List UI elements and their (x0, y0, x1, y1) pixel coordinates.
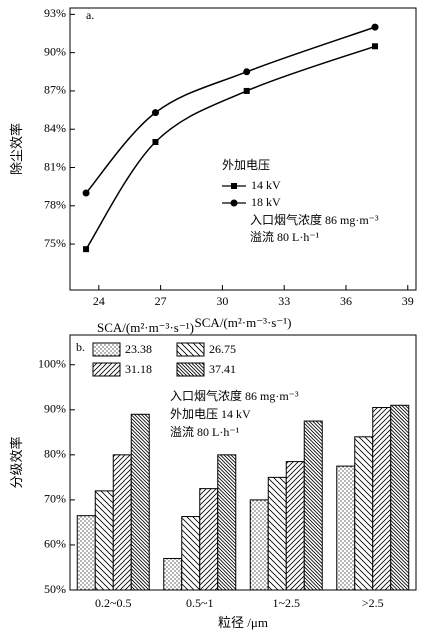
y-tick-label: 81% (44, 159, 66, 173)
plot-frame (69, 334, 417, 591)
x-tick-label: >2.5 (362, 596, 384, 610)
annotation: 入口烟气浓度 86 mg·m⁻³ (170, 388, 299, 403)
marker (230, 199, 238, 207)
y-axis-label: 除尘效率 (9, 123, 24, 175)
marker (231, 183, 237, 189)
bar (163, 557, 183, 591)
y-tick-label: 87% (44, 83, 66, 97)
marker (151, 109, 159, 117)
bar (267, 476, 287, 591)
y-axis-label: 分级效率 (9, 436, 24, 488)
legend-label: 31.18 (125, 362, 152, 376)
legend-label: 18 kV (251, 195, 281, 209)
y-tick-label: 70% (44, 492, 66, 506)
annotation: 溢流 80 L·h⁻¹ (170, 425, 240, 439)
x-tick-label: 30 (216, 294, 228, 308)
bar (390, 404, 410, 591)
series-line (85, 26, 376, 194)
bar (249, 499, 269, 591)
bar (217, 454, 237, 591)
y-tick-label: 90% (44, 44, 66, 58)
x-tick-label: 33 (278, 294, 290, 308)
annotation: 溢流 80 L·h⁻¹ (250, 230, 320, 244)
annotation: 入口烟气浓度 86 mg·m⁻³ (250, 212, 379, 227)
legend-label: 23.38 (125, 342, 152, 356)
marker (83, 246, 90, 253)
legend-swatch (92, 362, 121, 377)
bar (130, 413, 150, 591)
y-tick-label: 100% (38, 356, 66, 370)
bar (181, 516, 201, 591)
x-tick-label: 1~2.5 (273, 596, 301, 610)
bar (336, 465, 356, 591)
series-line (85, 45, 376, 250)
bar (199, 488, 219, 591)
marker (152, 138, 159, 145)
y-tick-label: 75% (44, 236, 66, 250)
bar (285, 461, 305, 591)
marker (243, 68, 251, 76)
legend-title: SCA/(m²·m⁻³·s⁻¹) (97, 320, 194, 335)
y-tick-label: 78% (44, 198, 66, 212)
legend-swatch (176, 342, 205, 357)
bar (303, 420, 323, 591)
x-tick-label: 24 (93, 294, 105, 308)
y-tick-label: 60% (44, 537, 66, 551)
x-axis-label: 粒径 /μm (218, 615, 268, 630)
y-tick-label: 50% (44, 582, 66, 596)
x-tick-label: 39 (402, 294, 414, 308)
legend-label: 26.75 (209, 342, 236, 356)
legend-swatch (92, 342, 121, 357)
y-tick-label: 90% (44, 402, 66, 416)
legend-label: 37.41 (209, 362, 236, 376)
annotation: 外加电压 14 kV (170, 407, 251, 421)
bar (354, 436, 374, 591)
panel-label: a. (86, 8, 94, 22)
bar (76, 515, 96, 591)
bar (94, 490, 114, 591)
marker (372, 43, 379, 50)
marker (82, 189, 90, 197)
plot-frame (69, 7, 417, 291)
y-tick-label: 80% (44, 447, 66, 461)
x-tick-label: 27 (155, 294, 167, 308)
marker (371, 23, 379, 31)
legend-label: 14 kV (251, 178, 281, 192)
legend-swatch (176, 362, 205, 377)
y-tick-label: 84% (44, 121, 66, 135)
legend-title: 外加电压 (222, 158, 270, 172)
x-axis-label: SCA/(m²·m⁻³·s⁻¹) (195, 315, 292, 330)
y-tick-label: 93% (44, 6, 66, 20)
x-tick-label: 0.5~1 (186, 596, 214, 610)
bar (372, 407, 392, 591)
x-tick-label: 0.2~0.5 (95, 596, 132, 610)
panel-label: b. (76, 340, 85, 354)
bar (112, 454, 132, 591)
marker (243, 87, 250, 94)
x-tick-label: 36 (340, 294, 352, 308)
